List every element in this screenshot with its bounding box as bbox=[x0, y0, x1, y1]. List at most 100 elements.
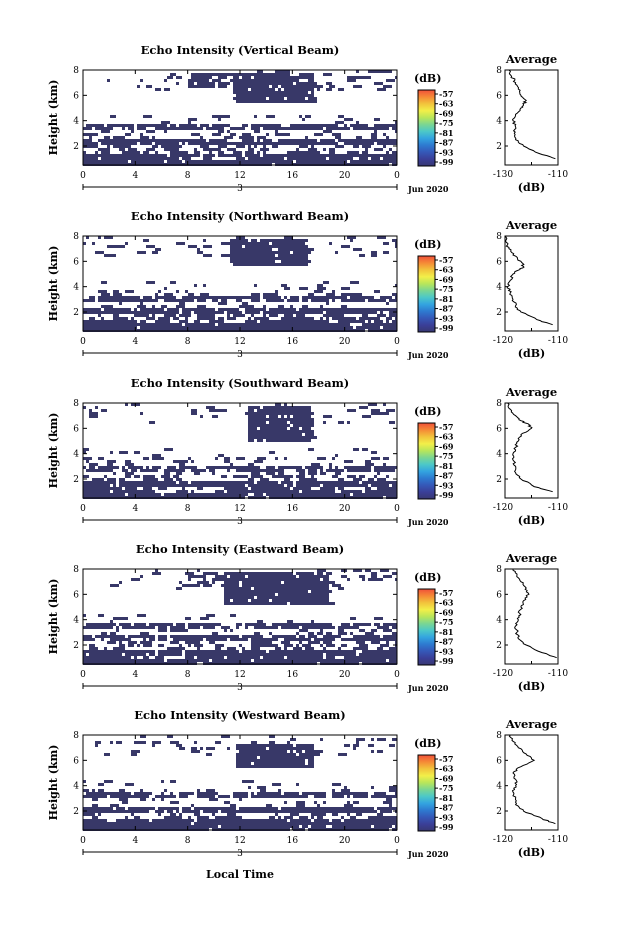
x-tick-label: 0 bbox=[80, 337, 86, 347]
y-tick-label: 2 bbox=[73, 308, 79, 318]
echo-cell bbox=[311, 296, 320, 299]
echo-cell bbox=[155, 323, 164, 326]
echo-cell bbox=[194, 653, 197, 656]
echo-cell bbox=[320, 792, 323, 795]
echo-cell bbox=[242, 647, 245, 650]
echo-cell bbox=[305, 481, 314, 484]
echo-cell bbox=[125, 460, 131, 463]
echo-cell bbox=[386, 816, 395, 819]
y-tick-label: 8 bbox=[73, 565, 79, 575]
echo-cell bbox=[365, 296, 374, 299]
echo-cell bbox=[269, 157, 275, 160]
echo-cell bbox=[299, 572, 305, 575]
y-axis-label: Height (km) bbox=[47, 413, 60, 489]
echo-cell bbox=[194, 825, 200, 828]
echo-cell bbox=[395, 635, 397, 638]
y-tick-label: 8 bbox=[73, 232, 79, 242]
echo-cell bbox=[290, 430, 293, 433]
echo-cell bbox=[116, 626, 119, 629]
echo-cell bbox=[212, 632, 218, 635]
y-tick-label: 2 bbox=[73, 807, 79, 817]
echo-cell bbox=[251, 572, 257, 575]
echo-cell bbox=[158, 813, 161, 816]
echo-cell bbox=[272, 762, 281, 765]
echo-cell bbox=[266, 490, 269, 493]
echo-cell bbox=[245, 245, 248, 248]
echo-cell bbox=[293, 650, 299, 653]
echo-cell bbox=[302, 139, 305, 142]
echo-cell bbox=[269, 638, 278, 641]
profile-line bbox=[508, 734, 556, 825]
echo-cell bbox=[374, 653, 383, 656]
echo-cell bbox=[137, 490, 146, 493]
echo-cell bbox=[164, 299, 167, 302]
echo-cell bbox=[371, 575, 377, 578]
echo-cell bbox=[155, 569, 158, 572]
echo-cell bbox=[305, 254, 308, 257]
echo-cell bbox=[380, 644, 386, 647]
echo-cell bbox=[296, 801, 305, 804]
echo-cell bbox=[143, 641, 152, 644]
echo-cell bbox=[362, 299, 365, 302]
echo-cell bbox=[389, 296, 392, 299]
echo-cell bbox=[206, 142, 212, 145]
echo-cell bbox=[365, 490, 374, 493]
echo-cell bbox=[83, 780, 86, 783]
panel-title: Echo Intensity (Northward Beam) bbox=[131, 209, 349, 223]
echo-cell bbox=[275, 133, 284, 136]
echo-cell bbox=[392, 157, 397, 160]
echo-cell bbox=[362, 314, 368, 317]
echo-cell bbox=[326, 317, 329, 320]
echo-cell bbox=[86, 124, 92, 127]
echo-cell bbox=[284, 801, 287, 804]
echo-cell bbox=[152, 635, 155, 638]
echo-cell bbox=[185, 460, 188, 463]
echo-cell bbox=[383, 299, 386, 302]
echo-cell bbox=[230, 581, 239, 584]
echo-cell bbox=[239, 816, 242, 819]
echo-cell bbox=[383, 626, 386, 629]
echo-cell bbox=[248, 436, 251, 439]
profile-x-tick-label: -110 bbox=[548, 669, 568, 679]
echo-cell bbox=[107, 641, 116, 644]
echo-cell bbox=[347, 659, 356, 662]
echo-cell bbox=[167, 157, 173, 160]
x-tick-label: 12 bbox=[234, 836, 245, 846]
echo-cell bbox=[251, 819, 257, 822]
echo-cell bbox=[347, 323, 350, 326]
echo-cell bbox=[260, 789, 266, 792]
echo-cell bbox=[239, 314, 245, 317]
echo-cell bbox=[110, 635, 116, 638]
echo-cell bbox=[155, 469, 158, 472]
echo-cell bbox=[275, 756, 284, 759]
echo-cell bbox=[191, 85, 194, 88]
echo-cell bbox=[254, 635, 257, 638]
echo-cell bbox=[290, 475, 293, 478]
echo-cell bbox=[101, 638, 104, 641]
echo-cell bbox=[287, 412, 293, 415]
profile-y-tick-label: 6 bbox=[496, 257, 502, 267]
echo-cell bbox=[224, 602, 233, 605]
echo-cell bbox=[215, 741, 221, 744]
echo-cell bbox=[122, 635, 125, 638]
echo-cell bbox=[230, 251, 236, 254]
echo-cell bbox=[314, 801, 317, 804]
echo-cell bbox=[353, 139, 359, 142]
echo-cell bbox=[98, 813, 101, 816]
echo-cell bbox=[164, 287, 167, 290]
echo-cell bbox=[203, 245, 212, 248]
echo-cell bbox=[338, 487, 344, 490]
echo-cell bbox=[251, 593, 260, 596]
echo-cell bbox=[296, 644, 299, 647]
echo-cell bbox=[302, 650, 308, 653]
echo-cell bbox=[287, 626, 296, 629]
echo-cell bbox=[395, 242, 397, 245]
echo-cell bbox=[107, 807, 113, 810]
echo-cell bbox=[173, 142, 179, 145]
echo-cell bbox=[260, 792, 266, 795]
echo-cell bbox=[326, 644, 335, 647]
echo-cell bbox=[272, 433, 278, 436]
echo-cell bbox=[350, 632, 353, 635]
echo-cell bbox=[251, 469, 257, 472]
echo-cell bbox=[284, 82, 293, 85]
